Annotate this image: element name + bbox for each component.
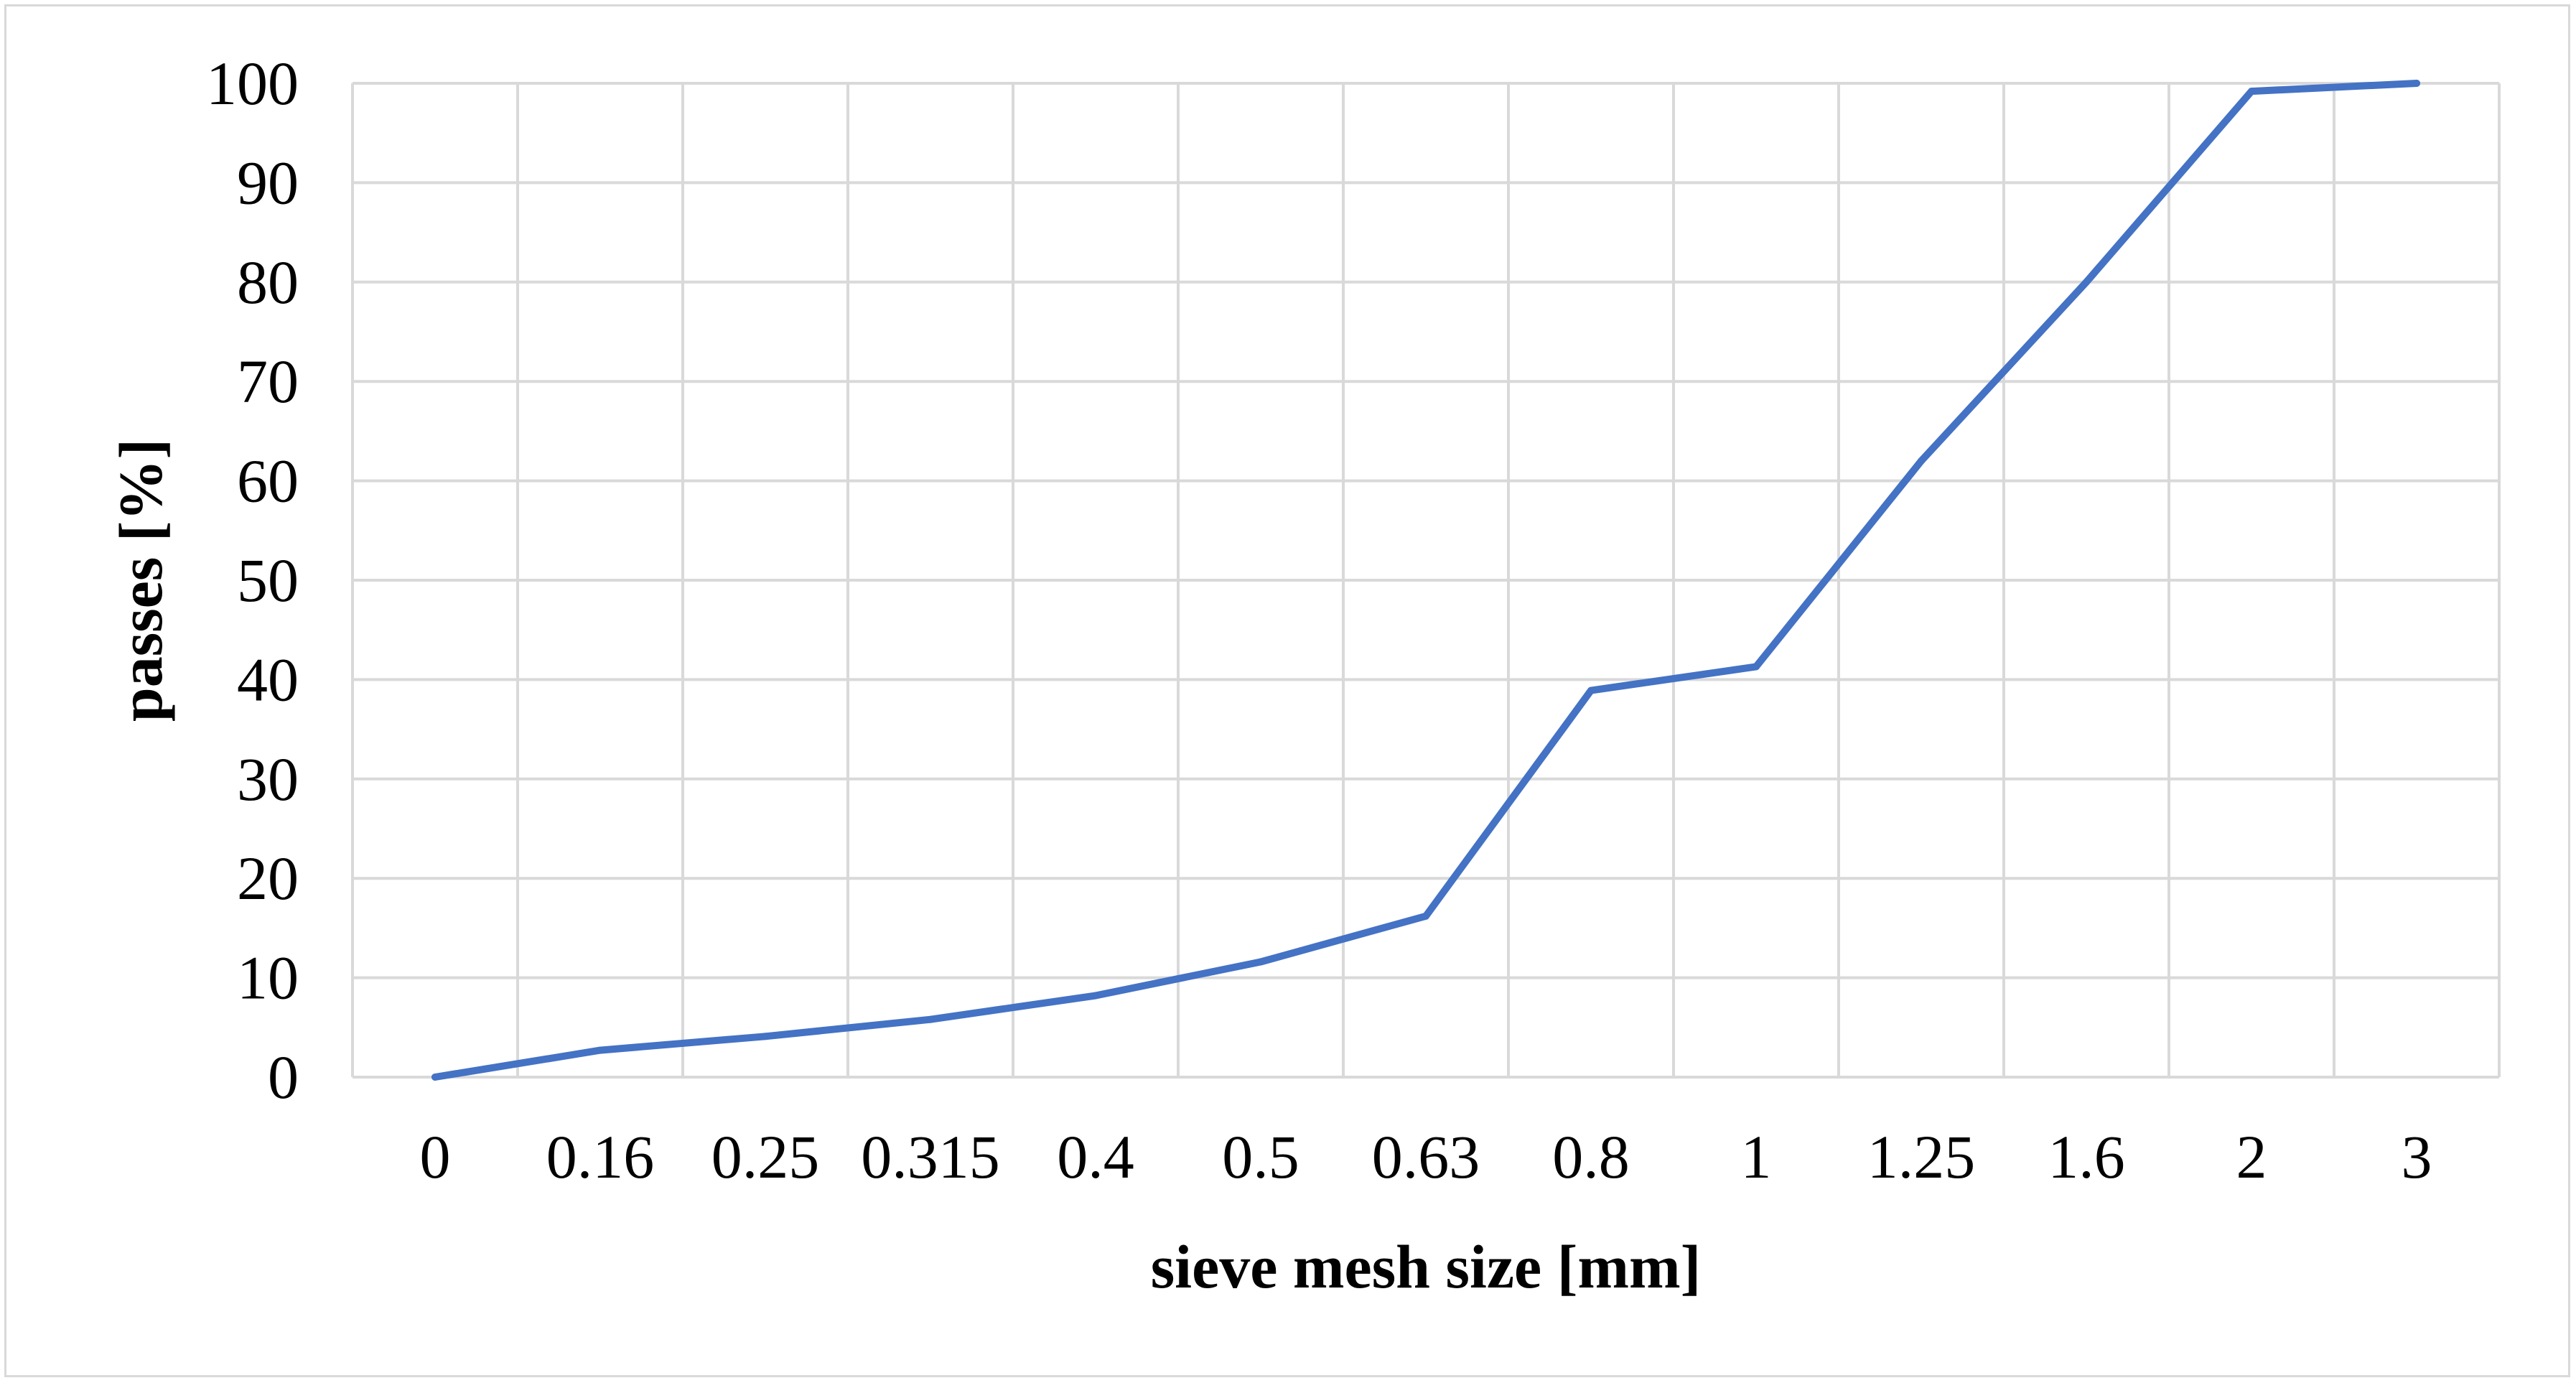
y-tick-label: 20 <box>237 844 299 913</box>
data-point <box>1257 958 1264 966</box>
y-tick-label: 90 <box>237 148 299 217</box>
x-tick-label: 0.16 <box>546 1122 655 1191</box>
data-point <box>762 1033 769 1040</box>
x-tick-label: 0.4 <box>1057 1122 1134 1191</box>
y-axis-title: passes [%] <box>106 439 175 722</box>
y-tick-label: 100 <box>206 49 299 118</box>
data-point <box>927 1015 934 1023</box>
x-tick-label: 0.25 <box>711 1122 820 1191</box>
x-tick-label: 2 <box>2236 1122 2267 1191</box>
series-group <box>431 80 2420 1081</box>
y-tick-label: 50 <box>237 546 299 615</box>
data-point <box>1587 686 1595 694</box>
y-tick-label: 10 <box>237 944 299 1012</box>
x-tick-labels: 0 0.16 0.25 0.315 0.4 0.5 0.63 0.8 1 1.25 1.6 2 3 <box>420 1122 2432 1191</box>
data-point <box>2413 80 2420 87</box>
x-tick-label: 1.6 <box>2048 1122 2125 1191</box>
x-tick-label: 0.315 <box>861 1122 1000 1191</box>
y-tick-label: 0 <box>268 1043 299 1112</box>
y-tick-labels: 0 10 20 30 40 50 60 70 80 90 100 <box>206 49 299 1112</box>
data-point <box>1918 457 1925 465</box>
y-tick-label: 40 <box>237 645 299 714</box>
data-point <box>2083 278 2090 286</box>
y-tick-label: 30 <box>237 745 299 814</box>
x-tick-label: 0 <box>420 1122 451 1191</box>
x-tick-label: 0.63 <box>1372 1122 1480 1191</box>
data-point <box>1092 992 1099 1000</box>
y-tick-label: 80 <box>237 248 299 317</box>
gridlines <box>351 82 2501 1079</box>
data-point <box>431 1074 439 1081</box>
data-point <box>1753 663 1760 671</box>
x-tick-label: 1.25 <box>1867 1122 1976 1191</box>
x-tick-label: 3 <box>2402 1122 2432 1191</box>
x-tick-label: 0.8 <box>1552 1122 1630 1191</box>
y-tick-label: 70 <box>237 347 299 416</box>
data-point <box>597 1046 604 1054</box>
x-tick-label: 1 <box>1741 1122 1772 1191</box>
data-point <box>2248 88 2255 96</box>
data-point <box>1422 912 1429 920</box>
chart-frame <box>4 4 2570 1377</box>
x-tick-label: 0.5 <box>1222 1122 1299 1191</box>
y-tick-label: 60 <box>237 447 299 516</box>
x-axis-title: sieve mesh size [mm] <box>1151 1232 1702 1301</box>
